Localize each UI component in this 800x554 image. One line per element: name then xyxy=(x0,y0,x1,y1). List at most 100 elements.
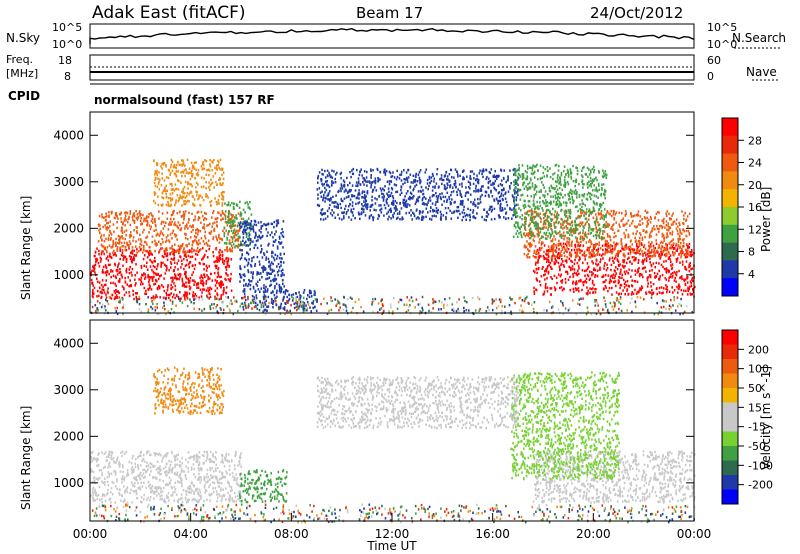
scatter-point xyxy=(190,183,193,186)
scatter-point xyxy=(409,191,412,194)
freq-panel: Freq. [MHz] 18 8 60 0 Nave xyxy=(6,53,778,83)
scatter-point xyxy=(624,265,626,268)
scatter-point xyxy=(124,246,127,249)
scatter-point xyxy=(173,276,175,280)
scatter-point xyxy=(461,185,463,188)
scatter-point xyxy=(537,212,539,215)
scatter-point xyxy=(681,275,683,278)
scatter-point xyxy=(174,288,177,291)
scatter-point xyxy=(369,205,372,209)
scatter-point xyxy=(555,260,558,263)
scatter-point xyxy=(177,170,180,173)
scatter-point xyxy=(545,204,547,208)
scatter-point xyxy=(497,199,499,203)
scatter-point xyxy=(627,293,629,296)
scatter-point xyxy=(511,194,514,197)
scatter-point xyxy=(277,221,280,225)
scatter-point xyxy=(511,217,513,220)
scatter-point xyxy=(676,247,679,250)
scatter-point xyxy=(539,212,541,215)
scatter-point xyxy=(230,272,232,276)
scatter-point xyxy=(532,199,535,202)
scatter-point xyxy=(179,273,182,276)
scatter-point xyxy=(550,224,553,228)
scatter-point xyxy=(243,279,245,282)
scatter-point xyxy=(362,176,364,180)
scatter-point xyxy=(572,275,575,278)
scatter-point xyxy=(422,189,424,192)
scatter-point xyxy=(172,229,175,232)
scatter-point xyxy=(176,225,179,228)
scatter-point xyxy=(551,238,554,241)
scatter-point xyxy=(587,289,589,292)
scatter-point xyxy=(401,216,404,219)
scatter-point xyxy=(184,254,187,257)
scatter-point xyxy=(509,169,511,172)
scatter-point xyxy=(608,223,611,226)
scatter-point xyxy=(178,197,180,200)
scatter-point xyxy=(221,211,224,215)
scatter-point xyxy=(604,250,607,253)
scatter-point xyxy=(653,225,655,228)
scatter-point xyxy=(249,287,252,291)
scatter-point xyxy=(133,215,136,218)
scatter-point xyxy=(333,205,336,208)
scatter-point xyxy=(661,219,663,222)
scatter-point xyxy=(173,254,175,257)
scatter-point xyxy=(577,269,579,272)
scatter-point xyxy=(128,240,131,243)
scatter-point xyxy=(181,195,184,199)
scatter-point xyxy=(212,175,214,178)
scatter-point xyxy=(199,204,202,207)
scatter-point xyxy=(331,184,333,187)
scatter-point xyxy=(115,269,118,272)
scatter-point xyxy=(554,164,557,167)
scatter-point xyxy=(413,187,415,191)
scatter-point xyxy=(163,179,166,182)
scatter-point xyxy=(171,231,174,235)
scatter-point xyxy=(664,277,667,280)
scatter-point xyxy=(144,276,147,279)
scatter-point xyxy=(282,246,284,249)
scatter-point xyxy=(670,217,672,221)
scatter-point xyxy=(622,260,625,264)
scatter-point xyxy=(683,279,686,282)
scatter-point xyxy=(156,185,159,189)
scatter-point xyxy=(619,270,622,274)
scatter-point xyxy=(218,194,220,198)
scatter-point xyxy=(671,245,673,249)
scatter-point xyxy=(389,207,392,210)
scatter-point xyxy=(263,223,265,226)
scatter-point xyxy=(192,271,195,274)
scatter-point xyxy=(152,296,154,299)
scatter-point xyxy=(604,244,606,247)
scatter-point xyxy=(109,231,112,235)
scatter-point xyxy=(356,184,359,187)
scatter-point xyxy=(168,293,171,297)
scatter-point xyxy=(271,255,273,258)
scatter-point xyxy=(584,217,587,220)
scatter-point xyxy=(475,184,477,188)
scatter-point xyxy=(104,283,107,286)
scatter-point xyxy=(526,188,529,192)
scatter-point xyxy=(187,221,190,224)
scatter-point xyxy=(555,250,557,253)
scatter-point xyxy=(203,288,205,291)
scatter-point xyxy=(205,264,208,267)
scatter-point xyxy=(216,292,218,295)
scatter-point xyxy=(337,213,339,216)
scatter-point xyxy=(649,274,652,277)
scatter-point xyxy=(672,242,675,245)
scatter-point xyxy=(579,203,581,206)
scatter-point xyxy=(566,180,569,184)
scatter-point xyxy=(571,224,574,227)
scatter-point xyxy=(456,193,459,197)
scatter-point xyxy=(170,257,173,261)
scatter-point xyxy=(252,277,254,280)
scatter-point xyxy=(218,236,220,239)
scatter-point xyxy=(607,244,610,248)
scatter-point xyxy=(226,221,229,224)
scatter-point xyxy=(270,261,273,264)
scatter-point xyxy=(661,273,664,277)
scatter-point xyxy=(603,194,606,197)
